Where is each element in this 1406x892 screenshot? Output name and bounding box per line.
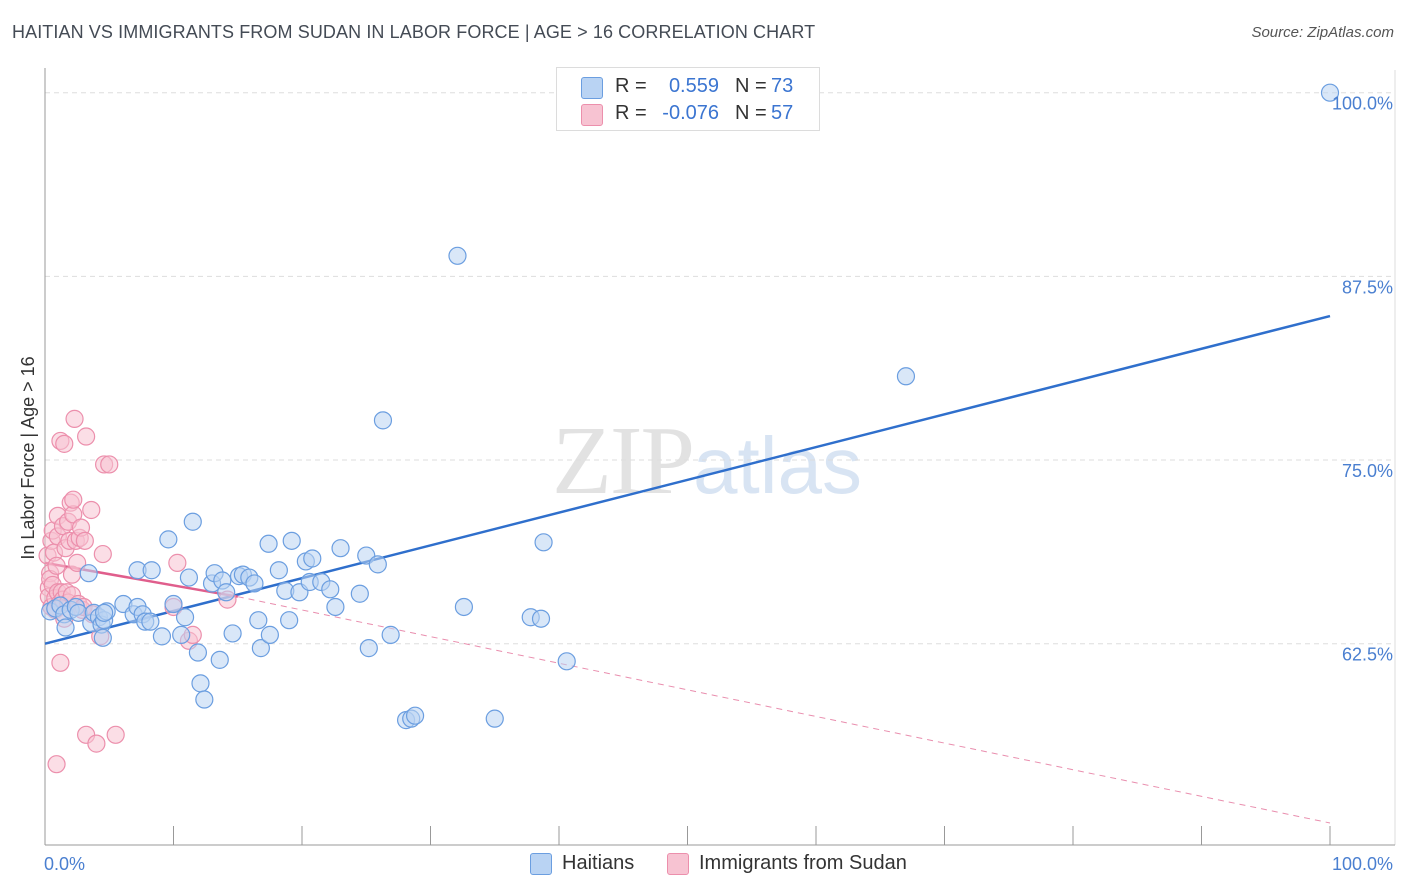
data-points: [38, 83, 1340, 774]
haitian-point: [251, 639, 270, 658]
haitian-point: [159, 530, 178, 549]
grid-lines: [45, 70, 1396, 845]
sudan-point: [82, 500, 101, 520]
legend-row-haitians: R = 0.559 N = 73: [557, 74, 819, 100]
legend-n-value: 73: [771, 75, 794, 97]
sudan-point: [47, 556, 66, 575]
haitian-point: [93, 628, 112, 647]
sudan-point: [106, 725, 125, 744]
haitian-point: [260, 625, 279, 644]
haitian-point: [373, 411, 393, 430]
haitian-point: [454, 597, 474, 617]
legend-label-haitians: Haitians: [562, 852, 635, 874]
tick-labels: 62.5% 75.0% 87.5% 100.0% 0.0% 100.0% In Labor …: [18, 94, 1393, 874]
haitian-point: [405, 706, 425, 725]
haitian-point: [210, 650, 229, 669]
haitian-point: [448, 246, 467, 265]
sudan-point: [87, 734, 106, 753]
sudan-point: [51, 653, 70, 672]
legend-r-label: R =: [615, 102, 647, 124]
x-tick-label: 0.0%: [44, 854, 85, 874]
legend-n-label: N =: [735, 75, 767, 97]
legend-n-label: N =: [735, 102, 767, 124]
legend-swatch-pink: [581, 104, 603, 126]
haitian-point: [183, 512, 202, 531]
haitian-point: [195, 690, 214, 709]
haitian-point: [188, 643, 208, 662]
haitian-point: [326, 597, 345, 617]
haitian-trend-line: [44, 314, 1331, 645]
sudan-point: [93, 544, 112, 564]
legend-swatch-pink: [667, 853, 689, 875]
haitian-point: [223, 624, 242, 643]
haitian-point: [191, 674, 210, 693]
stats-legend: R = 0.559 N = 73 R = -0.076 N = 57: [556, 67, 820, 131]
haitian-point: [79, 564, 98, 583]
haitian-point: [350, 584, 369, 603]
haitian-point: [95, 603, 114, 622]
haitian-point: [164, 594, 183, 614]
sudan-point: [55, 434, 74, 453]
haitian-point: [217, 583, 236, 602]
haitian-point: [1320, 83, 1340, 102]
y-tick-label: 87.5%: [1342, 277, 1393, 297]
haitian-point: [331, 539, 350, 558]
legend-swatch-blue: [530, 853, 552, 875]
haitian-point: [368, 555, 387, 574]
sudan-point: [75, 531, 94, 550]
y-axis-title: In Labor Force | Age > 16: [18, 356, 38, 559]
haitian-point: [280, 611, 299, 630]
chart-title: HAITIAN VS IMMIGRANTS FROM SUDAN IN LABO…: [12, 22, 816, 42]
sudan-point: [65, 409, 84, 428]
chart-source: Source: ZipAtlas.com: [1251, 24, 1394, 41]
legend-label-sudan: Immigrants from Sudan: [699, 852, 907, 874]
legend-r-value: 0.559: [668, 75, 719, 97]
haitian-point: [142, 561, 161, 580]
axes: [44, 68, 1395, 846]
haitian-point: [249, 611, 268, 630]
legend-swatch-blue: [581, 77, 603, 99]
legend-row-sudan: R = -0.076 N = 57: [557, 101, 819, 127]
haitian-point: [534, 533, 553, 552]
haitian-point: [172, 625, 191, 644]
y-tick-label: 75.0%: [1342, 461, 1393, 481]
haitian-point: [56, 618, 75, 637]
haitian-point: [557, 652, 576, 671]
haitian-point: [179, 568, 199, 587]
sudan-point: [168, 553, 187, 572]
x-tick-label: 100.0%: [1332, 854, 1393, 874]
haitian-point: [321, 580, 340, 599]
haitian-point: [141, 612, 160, 631]
haitian-point: [381, 625, 400, 644]
haitian-point: [531, 609, 551, 628]
legend-r-label: R =: [615, 75, 647, 97]
sudan-point: [64, 490, 83, 509]
sudan-point: [68, 553, 87, 572]
sudan-trend-extension: [237, 596, 1331, 824]
haitian-point: [896, 367, 916, 386]
haitian-point: [359, 639, 378, 658]
haitian-point: [259, 534, 278, 553]
haitian-point: [269, 561, 288, 580]
watermark-atlas: atlas: [693, 421, 862, 510]
sudan-point: [47, 755, 66, 774]
haitian-point: [175, 608, 195, 627]
legend-r-value: -0.076: [662, 102, 719, 124]
legend-n-value: 57: [771, 102, 794, 124]
haitian-point: [245, 574, 264, 593]
haitian-point: [282, 531, 301, 550]
haitian-point: [485, 709, 504, 728]
haitian-point: [303, 549, 322, 568]
y-tick-label: 100.0%: [1332, 94, 1393, 114]
sudan-point: [100, 455, 119, 474]
haitian-point: [152, 627, 172, 646]
sudan-point: [77, 427, 96, 446]
y-tick-label: 62.5%: [1342, 645, 1393, 665]
